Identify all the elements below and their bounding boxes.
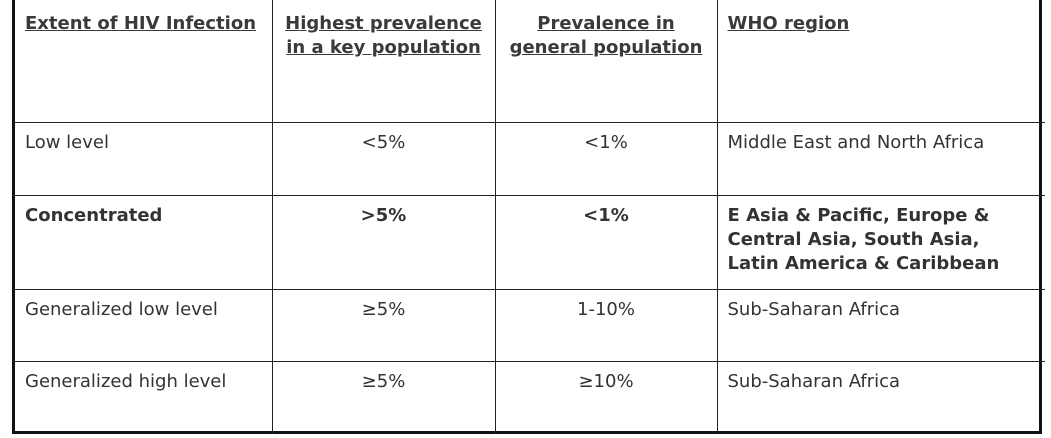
cell-who-region: Sub-Saharan Africa	[716, 288, 1045, 362]
cell-who-region: Sub-Saharan Africa	[716, 360, 1045, 434]
cell-general-population: ≥10%	[494, 360, 718, 434]
header-extent: Extent of HIV Infection	[15, 0, 273, 123]
cell-key-population: ≥5%	[271, 360, 496, 434]
cell-key-population: <5%	[271, 121, 496, 196]
cell-key-population: >5%	[271, 194, 496, 290]
table-row: Generalized high level ≥5% ≥10% Sub-Saha…	[15, 360, 1045, 434]
header-key-population: Highest prevalence in a key population	[271, 0, 496, 123]
table-row: Concentrated >5% <1% E Asia & Pacific, E…	[15, 194, 1045, 290]
header-general-population: Prevalence in general population	[494, 0, 718, 123]
cell-who-region: E Asia & Pacific, Europe & Central Asia,…	[716, 194, 1045, 290]
table-header-row: Extent of HIV Infection Highest prevalen…	[15, 0, 1045, 123]
cell-extent: Generalized low level	[15, 288, 273, 362]
header-who-region: WHO region	[716, 0, 1045, 123]
cell-who-region: Middle East and North Africa	[716, 121, 1045, 196]
hiv-prevalence-table: Extent of HIV Infection Highest prevalen…	[15, 0, 1045, 434]
hiv-prevalence-table-container: Extent of HIV Infection Highest prevalen…	[12, 0, 1045, 434]
cell-extent: Concentrated	[15, 194, 273, 290]
cell-general-population: <1%	[494, 194, 718, 290]
table-row: Generalized low level ≥5% 1-10% Sub-Saha…	[15, 288, 1045, 362]
cell-extent: Generalized high level	[15, 360, 273, 434]
cell-general-population: 1-10%	[494, 288, 718, 362]
cell-general-population: <1%	[494, 121, 718, 196]
cell-key-population: ≥5%	[271, 288, 496, 362]
cell-extent: Low level	[15, 121, 273, 196]
table-row: Low level <5% <1% Middle East and North …	[15, 121, 1045, 196]
